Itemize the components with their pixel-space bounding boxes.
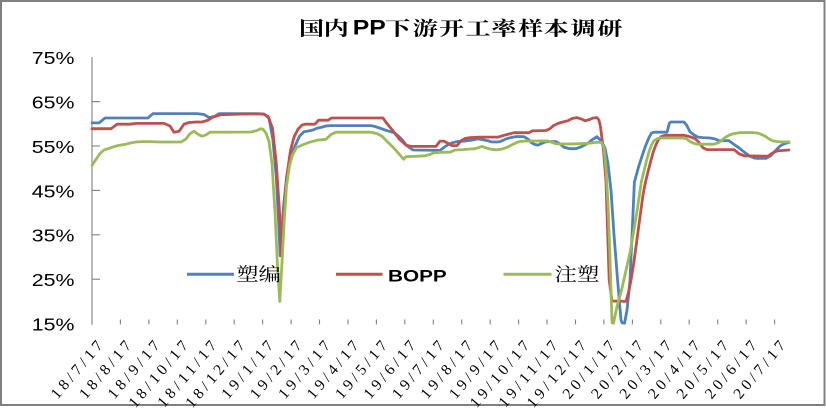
- svg-text:75%: 75%: [32, 49, 75, 69]
- svg-text:35%: 35%: [32, 226, 75, 246]
- svg-text:45%: 45%: [32, 182, 75, 202]
- svg-text:15%: 15%: [32, 315, 75, 335]
- svg-text:25%: 25%: [32, 271, 75, 291]
- svg-text:BOPP: BOPP: [388, 267, 447, 286]
- svg-text:PP: PP: [353, 15, 386, 39]
- svg-text:55%: 55%: [32, 138, 75, 158]
- svg-text:65%: 65%: [32, 93, 75, 113]
